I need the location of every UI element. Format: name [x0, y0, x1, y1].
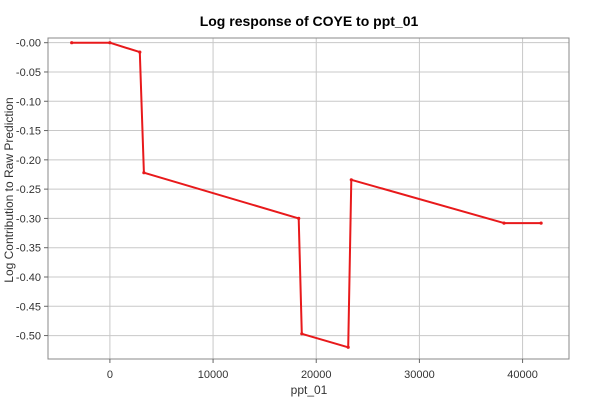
y-tick-label: -0.35 [16, 243, 41, 255]
x-axis-label: ppt_01 [291, 383, 328, 397]
data-point [70, 41, 74, 45]
data-point [138, 50, 142, 54]
y-tick-label: -0.05 [16, 67, 41, 79]
y-axis-ticks: -0.00 -0.05 -0.10 -0.15 -0.20 -0.25 -0.30 -0.35… [16, 38, 48, 343]
data-point [297, 216, 301, 220]
y-tick-label: -0.00 [16, 38, 41, 50]
y-axis-label: Log Contribution to Raw Prediction [2, 97, 16, 282]
y-tick-label: -0.50 [16, 331, 41, 343]
series-layer [70, 41, 543, 349]
x-tick-label: 0 [107, 369, 113, 381]
data-point [142, 171, 146, 175]
data-point [300, 332, 304, 336]
x-tick-label: 40000 [507, 369, 538, 381]
y-tick-label: -0.15 [16, 126, 41, 138]
x-axis-ticks: 0 10000 20000 30000 40000 [107, 359, 538, 381]
y-tick-label: -0.40 [16, 272, 41, 284]
chart-title: Log response of COYE to ppt_01 [200, 13, 419, 29]
data-point [349, 178, 353, 182]
plot-area [47, 37, 570, 360]
y-tick-label: -0.45 [16, 301, 41, 313]
data-point [346, 345, 350, 349]
x-tick-label: 20000 [301, 369, 332, 381]
data-point [539, 221, 543, 225]
x-tick-label: 10000 [198, 369, 229, 381]
y-tick-label: -0.10 [16, 96, 41, 108]
data-point [108, 41, 112, 45]
y-tick-label: -0.25 [16, 184, 41, 196]
y-tick-label: -0.20 [16, 155, 41, 167]
grid [48, 38, 569, 359]
y-tick-label: -0.30 [16, 213, 41, 225]
data-point [502, 221, 506, 225]
series-line-0 [71, 41, 542, 349]
x-tick-label: 30000 [404, 369, 435, 381]
